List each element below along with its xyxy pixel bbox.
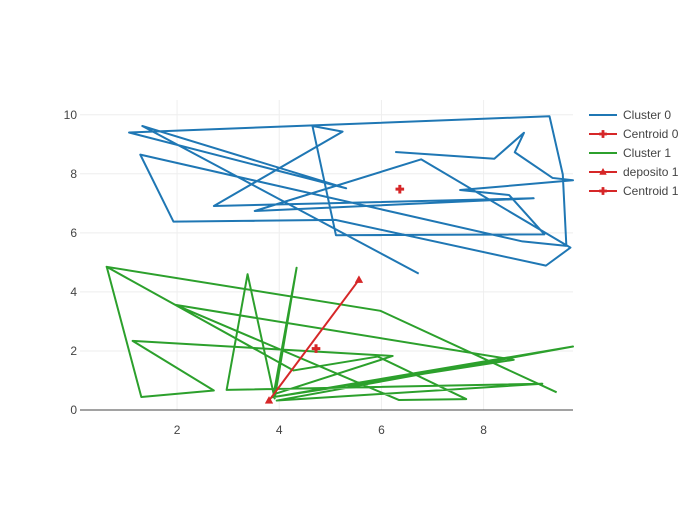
y-tick-label: 10 — [64, 108, 78, 122]
series-line-deposito-1[interactable] — [268, 279, 360, 402]
legend-item-centroid-0[interactable]: Centroid 0 — [589, 127, 679, 141]
data-point-deposito-1[interactable] — [264, 396, 274, 404]
legend-marker[interactable] — [599, 187, 607, 195]
legend-item-centroid-1[interactable]: Centroid 1 — [589, 184, 679, 198]
series-cluster-0 — [128, 115, 574, 275]
legend-label: Cluster 0 — [623, 108, 671, 122]
series-deposito-1 — [264, 275, 364, 404]
y-tick-label: 8 — [70, 167, 77, 181]
y-tick-label: 0 — [70, 403, 77, 417]
legend-item-cluster-0[interactable]: Cluster 0 — [589, 108, 671, 122]
y-tick-label: 2 — [70, 344, 77, 358]
legend-item-cluster-1[interactable]: Cluster 1 — [589, 146, 671, 160]
series-cluster-1 — [105, 265, 574, 402]
legend-label: Cluster 1 — [623, 146, 671, 160]
legend[interactable]: Cluster 0 Centroid 0 Cluster 1 deposito 1 Ce… — [589, 108, 679, 198]
axis-layer: 2 4 6 8 0 2 4 6 8 10 — [64, 108, 573, 437]
series-centroid-1 — [311, 344, 321, 353]
series-line-cluster-1[interactable] — [105, 265, 574, 402]
legend-item-deposito-1[interactable]: deposito 1 — [589, 165, 679, 179]
series-centroid-0 — [395, 184, 405, 194]
legend-label: deposito 1 — [623, 165, 679, 179]
y-tick-label: 6 — [70, 226, 77, 240]
x-tick-label: 6 — [378, 423, 385, 437]
x-tick-label: 8 — [480, 423, 487, 437]
series-layer — [105, 115, 574, 404]
series-line-cluster-0[interactable] — [128, 115, 574, 275]
y-tick-label: 4 — [70, 285, 77, 299]
grid-layer — [80, 100, 573, 410]
legend-marker[interactable] — [599, 167, 607, 175]
x-tick-label: 2 — [174, 423, 181, 437]
legend-marker[interactable] — [599, 130, 607, 138]
legend-label: Centroid 1 — [623, 184, 679, 198]
data-point-deposito-1[interactable] — [354, 275, 364, 283]
data-point-centroid-0[interactable] — [395, 184, 405, 194]
legend-label: Centroid 0 — [623, 127, 679, 141]
x-tick-label: 4 — [276, 423, 283, 437]
data-point-centroid-1[interactable] — [311, 344, 321, 353]
